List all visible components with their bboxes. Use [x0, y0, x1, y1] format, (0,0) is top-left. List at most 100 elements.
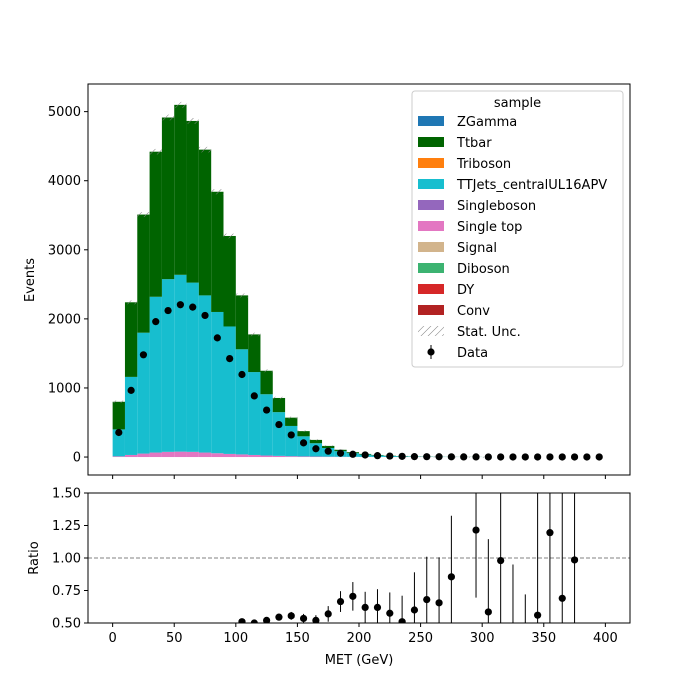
bar-single-top	[149, 452, 162, 458]
bar-ttbar	[124, 302, 138, 377]
data-point	[139, 351, 148, 359]
ratio-point	[373, 603, 382, 612]
bar-single-top	[137, 453, 150, 458]
legend-swatch-triboson	[418, 158, 444, 168]
data-point	[361, 451, 369, 459]
stat-unc-bin	[322, 445, 335, 447]
legend-label-conv: Conv	[457, 304, 490, 319]
ratio-point	[497, 557, 505, 565]
x-tick-label: 300	[470, 631, 495, 646]
bar-single-top	[112, 456, 125, 458]
data-point	[373, 452, 382, 460]
ratio-point	[435, 599, 443, 607]
data-point	[509, 453, 517, 461]
ratio-point	[361, 603, 369, 612]
ratio-y-tick-label: 0.50	[52, 617, 81, 632]
ratio-point	[447, 573, 455, 581]
ratio-points	[238, 493, 579, 623]
bar-ttjets-centralul16apv	[272, 412, 286, 456]
legend-swatch-stat-unc-	[418, 326, 444, 336]
stat-unc-bin	[260, 369, 273, 373]
main-y-axis: 0 1000 2000 3000 4000 5000	[48, 105, 88, 466]
data-point	[324, 447, 332, 455]
data-point	[226, 354, 234, 363]
data-point	[583, 453, 591, 461]
bar-ttjets-centralul16apv	[112, 429, 125, 457]
bar-single-top	[248, 454, 261, 458]
data-point	[176, 301, 184, 309]
legend-swatch-signal	[418, 242, 444, 252]
bar-ttjets-centralul16apv	[198, 295, 212, 453]
ratio-y-axis: 0.50 0.75 1.00 1.25 1.50	[52, 487, 88, 632]
stat-unc-bin	[223, 233, 236, 239]
bar-ttjets-centralul16apv	[211, 311, 224, 454]
x-tick-label: 50	[166, 631, 183, 646]
legend-label-triboson: Triboson	[456, 157, 511, 172]
legend-box	[411, 90, 624, 368]
bar-ttbar	[112, 401, 125, 430]
data-point	[386, 452, 394, 460]
ratio-panel: 0.50 0.75 1.00 1.25 1.50 0 50 100 150 200 250 300 3…	[27, 487, 631, 668]
x-tick-label: 400	[593, 631, 618, 646]
legend-swatch-dy	[418, 284, 444, 294]
x-axis: 0 50 100 150 200 250 300 350 400	[108, 623, 618, 646]
ratio-point	[275, 613, 283, 621]
legend-marker-data	[427, 348, 435, 356]
bar-ttbar	[223, 235, 236, 327]
bar-ttbar	[149, 151, 162, 297]
bar-ttjets-centralul16apv	[248, 372, 261, 455]
ratio-y-tick-label: 1.50	[52, 487, 81, 502]
ratio-point	[484, 608, 492, 616]
legend-label-diboson: Diboson	[457, 262, 510, 277]
bar-single-top	[198, 452, 212, 458]
bar-single-top	[235, 454, 249, 458]
bar-ttbar	[235, 295, 249, 350]
x-tick-label: 200	[347, 631, 372, 646]
bar-ttjets-centralul16apv	[223, 326, 236, 454]
ratio-point	[336, 597, 345, 606]
stat-unc-bin	[137, 212, 150, 218]
bar-ttbar	[137, 214, 150, 333]
ratio-point	[398, 618, 406, 623]
y-tick-label: 5000	[48, 105, 81, 120]
legend-swatch-diboson	[418, 263, 444, 273]
data-point	[435, 453, 443, 461]
bar-single-top	[186, 451, 199, 458]
ratio-point	[534, 611, 542, 619]
main-x-ticks	[112, 475, 606, 479]
stat-unc-bin	[248, 332, 261, 337]
stat-unc-bin	[235, 293, 249, 298]
ratio-point	[472, 526, 480, 534]
stat-unc-bin	[174, 101, 187, 108]
data-point	[287, 431, 295, 439]
ratio-y-tick-label: 0.75	[52, 584, 81, 599]
bar-single-top	[285, 456, 298, 458]
data-point	[189, 303, 197, 311]
data-point	[263, 406, 271, 414]
bar-ttbar	[161, 117, 175, 280]
stat-unc-bin	[211, 189, 224, 195]
x-tick-label: 100	[223, 631, 248, 646]
legend-swatch-single-top	[418, 221, 444, 231]
data-point	[497, 453, 505, 461]
ratio-point	[263, 616, 271, 623]
data-point	[398, 452, 406, 460]
data-point	[201, 311, 209, 320]
y-tick-label: 2000	[48, 312, 81, 327]
y-tick-label: 3000	[48, 243, 81, 258]
legend-swatch-conv	[418, 305, 444, 315]
data-point	[410, 453, 419, 461]
stat-unc-bin	[297, 430, 310, 432]
data-point	[472, 453, 480, 461]
bar-ttjets-centralul16apv	[161, 279, 175, 452]
ratio-y-tick-label: 1.25	[52, 519, 81, 534]
ratio-point	[410, 606, 419, 614]
bar-single-top	[297, 456, 310, 458]
legend-label-ttjets-centralul16apv: TTJets_centralUL16APV	[456, 178, 607, 193]
data-point	[484, 453, 492, 461]
ratio-point	[299, 614, 308, 623]
main-panel: 0 1000 2000 3000 4000 5000 Events	[23, 83, 631, 479]
data-point	[115, 428, 123, 437]
bar-ttbar	[322, 445, 335, 448]
bar-ttjets-centralul16apv	[137, 332, 150, 454]
